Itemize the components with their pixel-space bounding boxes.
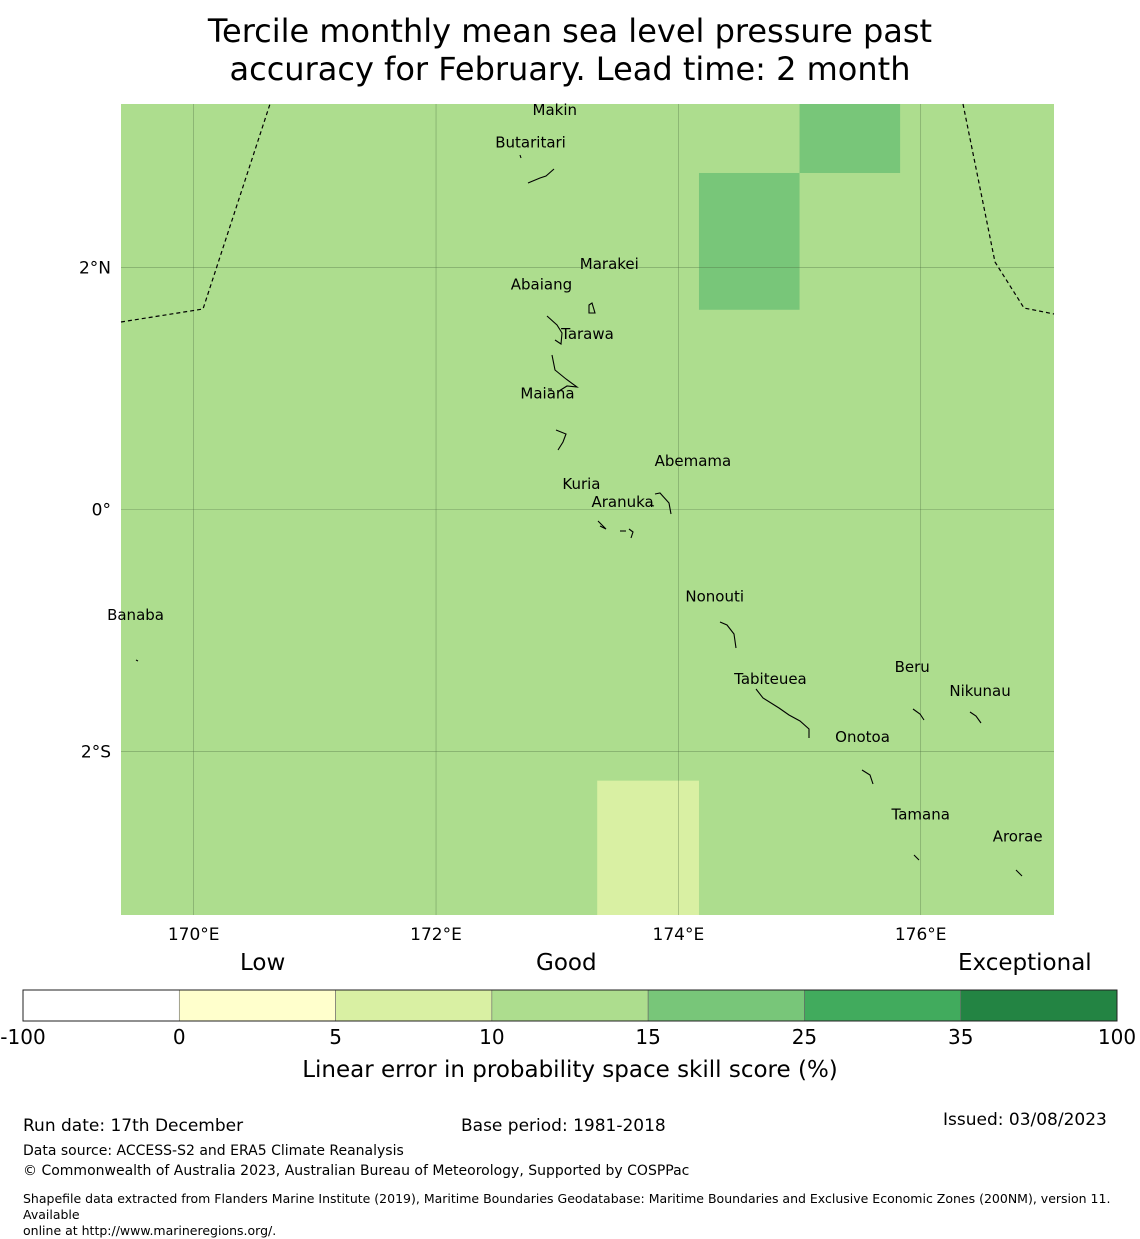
issued-date: Issued: 03/08/2023 — [943, 1110, 1107, 1130]
island-outline — [527, 168, 555, 184]
island-label-aranuka: Aranuka — [592, 493, 654, 511]
colorbar-label: Linear error in probability space skill … — [302, 1057, 838, 1083]
lat-tick-label: 0° — [92, 501, 111, 521]
island-label-nonouti: Nonouti — [685, 588, 744, 606]
lon-tick-label: 176°E — [895, 925, 947, 945]
base-period: Base period: 1981-2018 — [461, 1116, 666, 1136]
colorbar-bin — [491, 989, 649, 1022]
island-label-beru: Beru — [895, 658, 930, 676]
title-line-1: Tercile monthly mean sea level pressure … — [207, 12, 933, 50]
island-outline — [1015, 869, 1023, 877]
colorbar-bin — [178, 989, 336, 1022]
lon-tick-label: 172°E — [410, 925, 462, 945]
data-source: Data source: ACCESS-S2 and ERA5 Climate … — [23, 1143, 404, 1159]
island-outline — [755, 688, 810, 738]
colorbar-tick-label: 15 — [635, 1025, 660, 1049]
skill-cell — [698, 172, 800, 310]
island-label-onotoa: Onotoa — [835, 728, 890, 746]
island-outline — [861, 769, 874, 785]
colorbar-bin — [647, 989, 805, 1022]
island-outline — [649, 504, 655, 507]
colorbar-header-low: Low — [240, 950, 286, 976]
chart-title: Tercile monthly mean sea level pressure … — [0, 12, 1140, 88]
colorbar-header-good: Good — [536, 950, 597, 976]
island-outline — [551, 354, 579, 392]
island-label-kuria: Kuria — [562, 475, 600, 493]
lon-tick-label: 174°E — [653, 925, 705, 945]
eez-boundary-west — [120, 103, 271, 323]
island-label-tarawa: Tarawa — [560, 325, 614, 343]
island-outline — [912, 708, 925, 721]
colorbar-header-exceptional: Exceptional — [958, 950, 1092, 976]
island-label-maiana: Maiana — [520, 384, 574, 402]
island-label-abemama: Abemama — [655, 452, 732, 470]
colorbar-tick-label: 35 — [948, 1025, 973, 1049]
shapefile-credit-line-1: Shapefile data extracted from Flanders M… — [23, 1191, 1111, 1222]
island-outline — [913, 854, 920, 861]
colorbar-bin — [960, 989, 1118, 1022]
run-date: Run date: 17th December — [23, 1116, 244, 1136]
colorbar-tick-label: -100 — [0, 1025, 45, 1049]
island-label-tamana: Tamana — [891, 806, 950, 824]
skill-cell — [799, 104, 901, 173]
lat-tick-label: 2°N — [79, 258, 111, 278]
colorbar-tick-label: 5 — [329, 1025, 342, 1049]
skill-cell — [597, 780, 699, 915]
shapefile-credit-line-2: online at http://www.marineregions.org/. — [23, 1223, 277, 1238]
island-outline — [654, 492, 672, 515]
colorbar-tick-label: 10 — [479, 1025, 504, 1049]
lon-tick-label: 170°E — [168, 925, 220, 945]
colorbar-tick-label: 25 — [792, 1025, 817, 1049]
island-outline — [597, 520, 607, 530]
copyright: © Commonwealth of Australia 2023, Austra… — [23, 1163, 690, 1179]
island-outline — [628, 528, 634, 539]
colorbar-bin — [22, 989, 180, 1022]
island-outline — [519, 154, 522, 159]
colorbar-frame — [22, 989, 1118, 1022]
island-outline — [969, 711, 982, 724]
island-label-makin: Makin — [533, 101, 578, 119]
island-outline — [719, 621, 737, 649]
island-outline — [135, 659, 139, 662]
colorbar-bin — [804, 989, 962, 1022]
island-outline — [546, 315, 563, 345]
colorbar-tick-label: 100 — [1098, 1025, 1136, 1049]
island-label-arorae: Arorae — [993, 827, 1043, 845]
lat-tick-label: 2°S — [81, 743, 111, 763]
colorbar-bin — [335, 989, 493, 1022]
island-label-tabiteuea: Tabiteuea — [733, 670, 807, 688]
island-label-abaiang: Abaiang — [511, 275, 572, 293]
shapefile-credit: Shapefile data extracted from Flanders M… — [23, 1191, 1135, 1239]
island-label-nikunau: Nikunau — [949, 682, 1010, 700]
island-outline — [555, 429, 567, 451]
island-label-butaritari: Butaritari — [495, 134, 566, 152]
eez-boundary-east — [962, 103, 1055, 315]
island-label-banaba: Banaba — [107, 606, 164, 624]
colorbar-tick-label: 0 — [173, 1025, 186, 1049]
island-outline — [588, 302, 596, 314]
island-label-marakei: Marakei — [580, 255, 639, 273]
title-line-2: accuracy for February. Lead time: 2 mont… — [229, 50, 911, 88]
